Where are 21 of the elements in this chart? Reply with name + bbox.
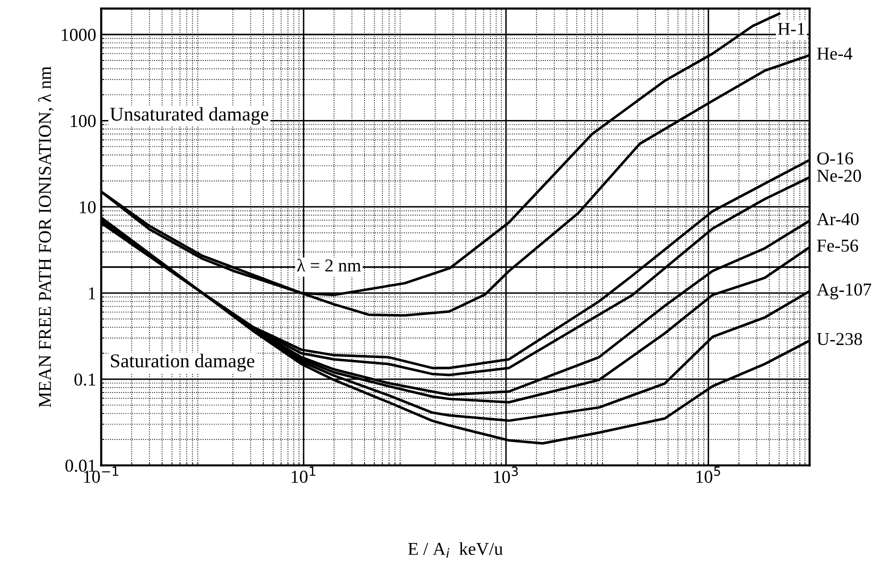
annotation: Unsaturated damage <box>110 107 268 125</box>
series-label: Fe-56 <box>817 240 858 252</box>
series-label: He-4 <box>817 48 852 60</box>
series-label: Ne-20 <box>817 170 861 182</box>
series-label: U-238 <box>816 332 862 346</box>
annotation: Saturation damage <box>111 354 254 372</box>
ref-line-label: λ = 2 nm <box>297 258 361 272</box>
series-label: O-16 <box>817 152 854 164</box>
y-axis-title: MEAN FREE PATH FOR IONISATION, λ nm <box>38 66 54 408</box>
x-axis-title: E / A$_{i}$ keV/u <box>408 542 503 558</box>
y-tick-label: 1000 <box>62 28 96 41</box>
y-tick-label: 100 <box>70 114 96 128</box>
y-tick-label: 10 <box>80 201 96 214</box>
x-tick-label: 10$^{5}$ <box>696 466 720 483</box>
x-tick-label: 10$^{3}$ <box>494 466 518 484</box>
y-tick-label: 0.1 <box>74 373 96 386</box>
series-label: Ar-40 <box>816 213 859 226</box>
y-tick-label: 1 <box>88 287 96 300</box>
series-label: Ag-107 <box>816 283 872 300</box>
x-tick-label: 10$^{1}$ <box>292 466 316 483</box>
series-label: H-1 <box>778 22 804 35</box>
